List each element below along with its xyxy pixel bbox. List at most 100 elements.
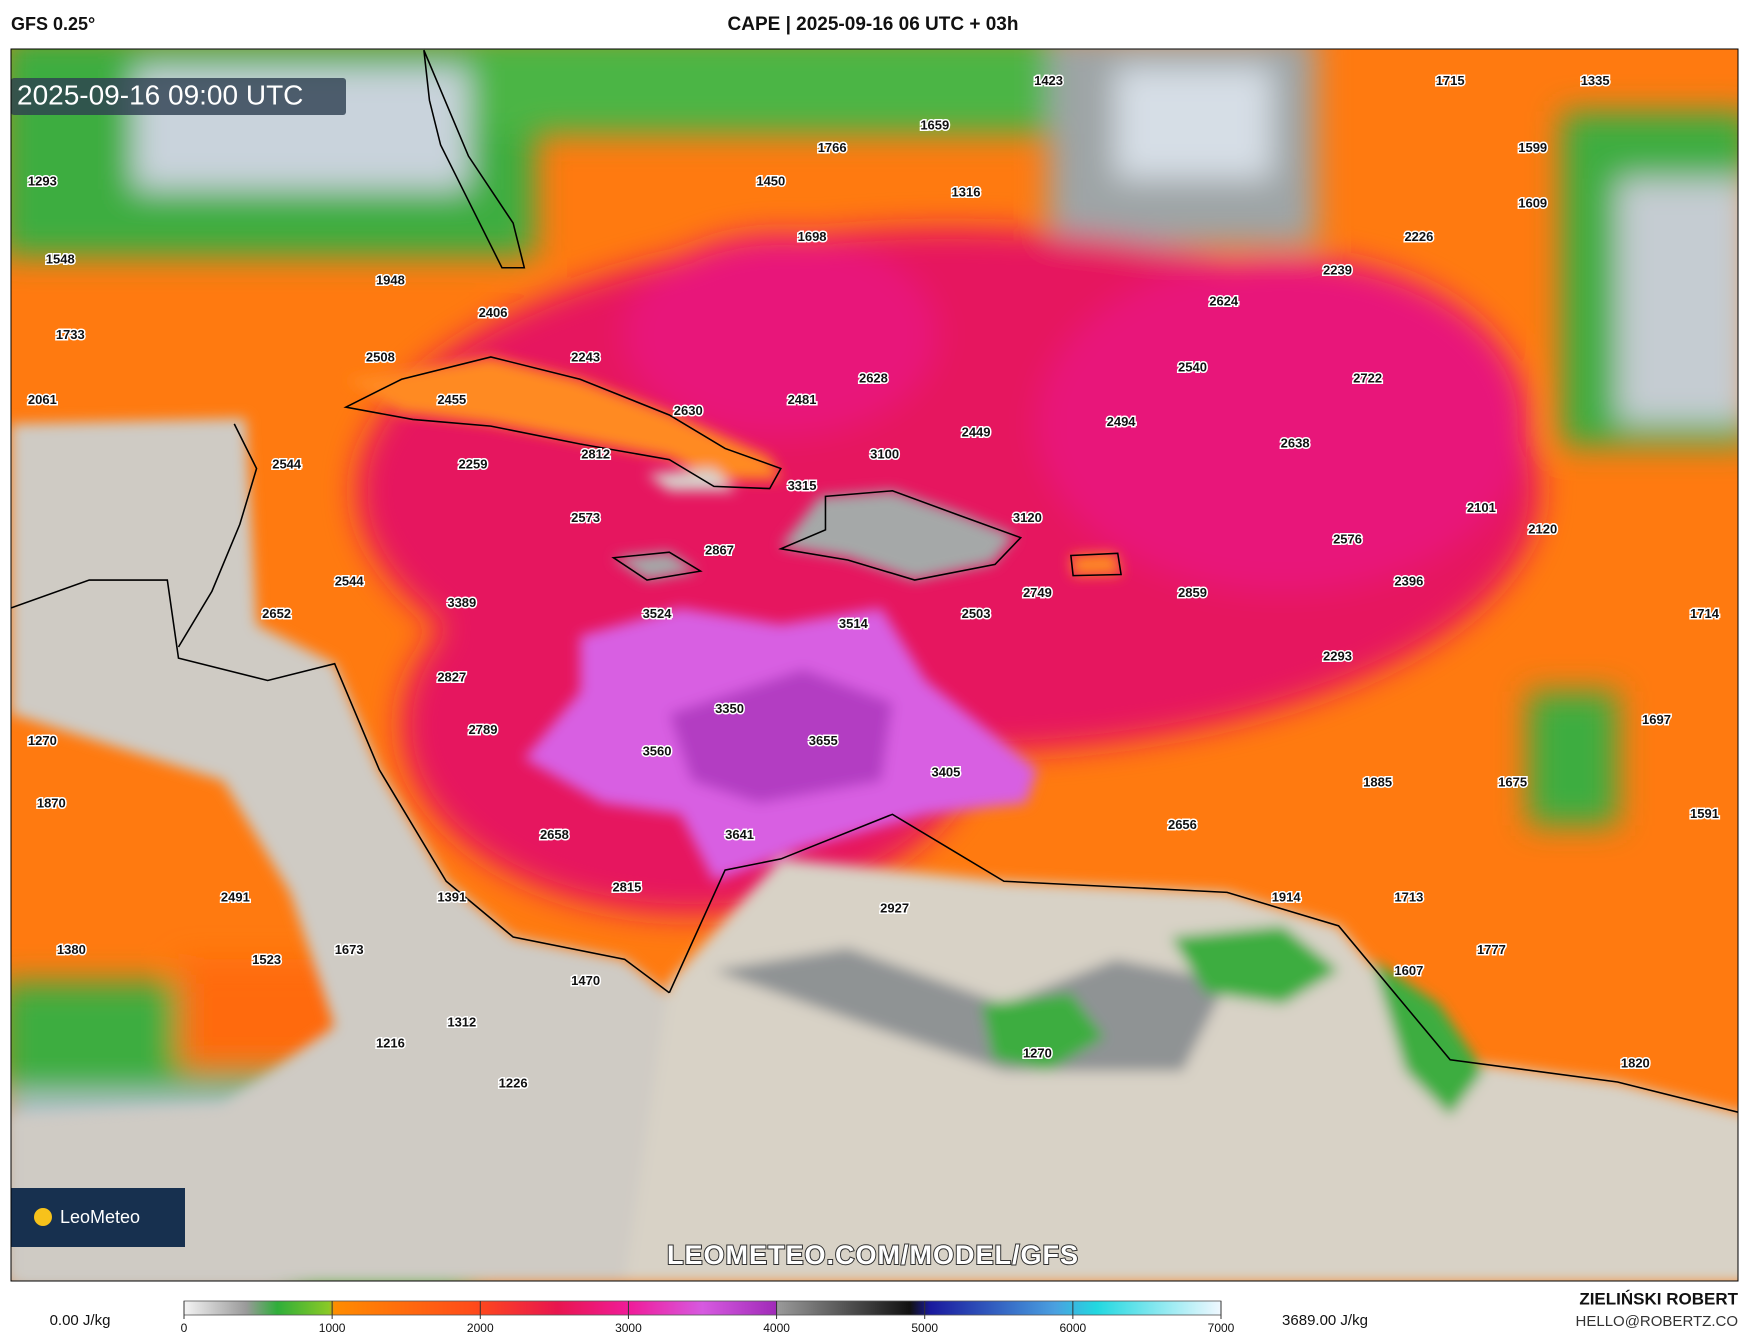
value-label: 1599: [1518, 140, 1547, 155]
value-label: 2540: [1178, 360, 1207, 375]
value-label: 2491: [221, 889, 250, 904]
value-label: 1423: [1034, 73, 1063, 88]
value-label: 1450: [756, 173, 785, 188]
value-label: 1607: [1394, 963, 1423, 978]
email: HELLO@ROBERTZ.CO: [1576, 1313, 1738, 1330]
value-label: 3655: [809, 733, 838, 748]
value-label: 1380: [57, 942, 86, 957]
value-label: 2120: [1528, 521, 1557, 536]
time-box: [11, 78, 346, 115]
value-label: 2494: [1107, 414, 1137, 429]
value-label: 1733: [56, 327, 85, 342]
field: [11, 49, 1738, 1281]
value-label: 3350: [715, 701, 744, 716]
colorbar: [183, 1300, 1222, 1316]
value-label: 1766: [818, 140, 847, 155]
value-label: 2406: [479, 305, 508, 320]
value-label: 2812: [581, 447, 610, 462]
value-label: 2481: [788, 392, 817, 407]
valid-time: 2025-09-16 09:00 UTC: [17, 79, 303, 110]
title: CAPE | 2025-09-16 06 UTC + 03h: [728, 14, 1019, 35]
colorbar-tick-label: 4000: [763, 1321, 790, 1335]
value-label: 1885: [1363, 775, 1392, 790]
value-label: 1914: [1272, 889, 1302, 904]
model-name: GFS 0.25°: [11, 14, 95, 34]
value-label: 2815: [612, 879, 641, 894]
value-label: 2859: [1178, 585, 1207, 600]
value-label: 2722: [1353, 371, 1382, 386]
colorbar-tick-label: 3000: [615, 1321, 642, 1335]
value-label: 3514: [839, 616, 869, 631]
logo-sun: [34, 1208, 52, 1226]
value-label: 2628: [859, 371, 888, 386]
value-label: 1697: [1642, 712, 1671, 727]
value-label: 1548: [46, 251, 75, 266]
value-labels: 1423 1715 1335 1659 1766 1599 1293 1450 1316 1609…: [26, 71, 1721, 1092]
value-label: 1391: [437, 889, 466, 904]
value-label: 2867: [705, 542, 734, 557]
colorbar-tick-label: 7000: [1208, 1321, 1235, 1335]
value-label: 2259: [459, 457, 488, 472]
value-label: 2508: [366, 350, 395, 365]
value-label: 2927: [880, 901, 909, 916]
author: ZIELIŃSKI ROBERT: [1579, 1289, 1738, 1308]
value-label: 3100: [870, 447, 899, 462]
value-label: 2455: [437, 392, 466, 407]
value-label: 2239: [1323, 263, 1352, 278]
value-label: 1714: [1690, 606, 1720, 621]
value-label: 2226: [1404, 229, 1433, 244]
value-label: 2449: [962, 424, 991, 439]
value-label: 3120: [1013, 510, 1042, 525]
value-label: 1820: [1621, 1056, 1650, 1071]
value-label: 2638: [1281, 435, 1310, 450]
logo-text: LeoMeteo: [60, 1207, 140, 1227]
value-label: 3641: [725, 827, 754, 842]
colorbar-tick-label: 0: [181, 1321, 188, 1335]
colorbar-tick-label: 1000: [319, 1321, 346, 1335]
value-label: 2656: [1168, 817, 1197, 832]
value-label: 1777: [1477, 942, 1506, 957]
value-label: 2652: [262, 606, 291, 621]
value-label: 2576: [1333, 531, 1362, 546]
value-label: 3524: [643, 606, 673, 621]
map-border: [10, 48, 1739, 1282]
value-label: 1335: [1581, 73, 1610, 88]
value-label: 2630: [674, 403, 703, 418]
colorbar-tick-label: 2000: [467, 1321, 494, 1335]
value-label: 1270: [1023, 1046, 1052, 1061]
colorbar-max-label: 3689.00 J/kg: [1282, 1312, 1368, 1329]
value-label: 2061: [28, 392, 57, 407]
value-label: 2789: [469, 722, 498, 737]
colorbar-tick-label: 6000: [1060, 1321, 1087, 1335]
value-label: 1216: [376, 1036, 405, 1051]
map: 1423 1715 1335 1659 1766 1599 1293 1450 1316 1609…: [11, 49, 1738, 1281]
value-label: 1698: [798, 229, 827, 244]
colorbar-min-label: 0.00 J/kg: [50, 1312, 111, 1329]
value-label: 1470: [571, 973, 600, 988]
value-label: 3315: [788, 478, 817, 493]
value-label: 2243: [571, 350, 600, 365]
value-label: 1675: [1498, 775, 1527, 790]
value-label: 1316: [952, 184, 981, 199]
value-label: 1713: [1394, 889, 1423, 904]
value-label: 1270: [28, 733, 57, 748]
value-label: 1609: [1518, 196, 1547, 211]
value-label: 1870: [37, 796, 66, 811]
value-label: 2658: [540, 827, 569, 842]
value-label: 1673: [335, 942, 364, 957]
value-label: 1293: [28, 173, 57, 188]
value-label: 3389: [447, 595, 476, 610]
colorbar-tick-label: 5000: [911, 1321, 938, 1335]
value-label: 2624: [1209, 294, 1239, 309]
value-label: 2749: [1023, 585, 1052, 600]
value-label: 1312: [447, 1014, 476, 1029]
value-label: 3560: [643, 743, 672, 758]
value-label: 2101: [1467, 500, 1496, 515]
value-label: 1523: [252, 952, 281, 967]
watermark: LEOMETEO.COM/MODEL/GFS: [667, 1240, 1079, 1270]
value-label: 2503: [962, 606, 991, 621]
value-label: 1226: [499, 1076, 528, 1091]
value-label: 1659: [920, 117, 949, 132]
value-label: 1715: [1436, 73, 1465, 88]
